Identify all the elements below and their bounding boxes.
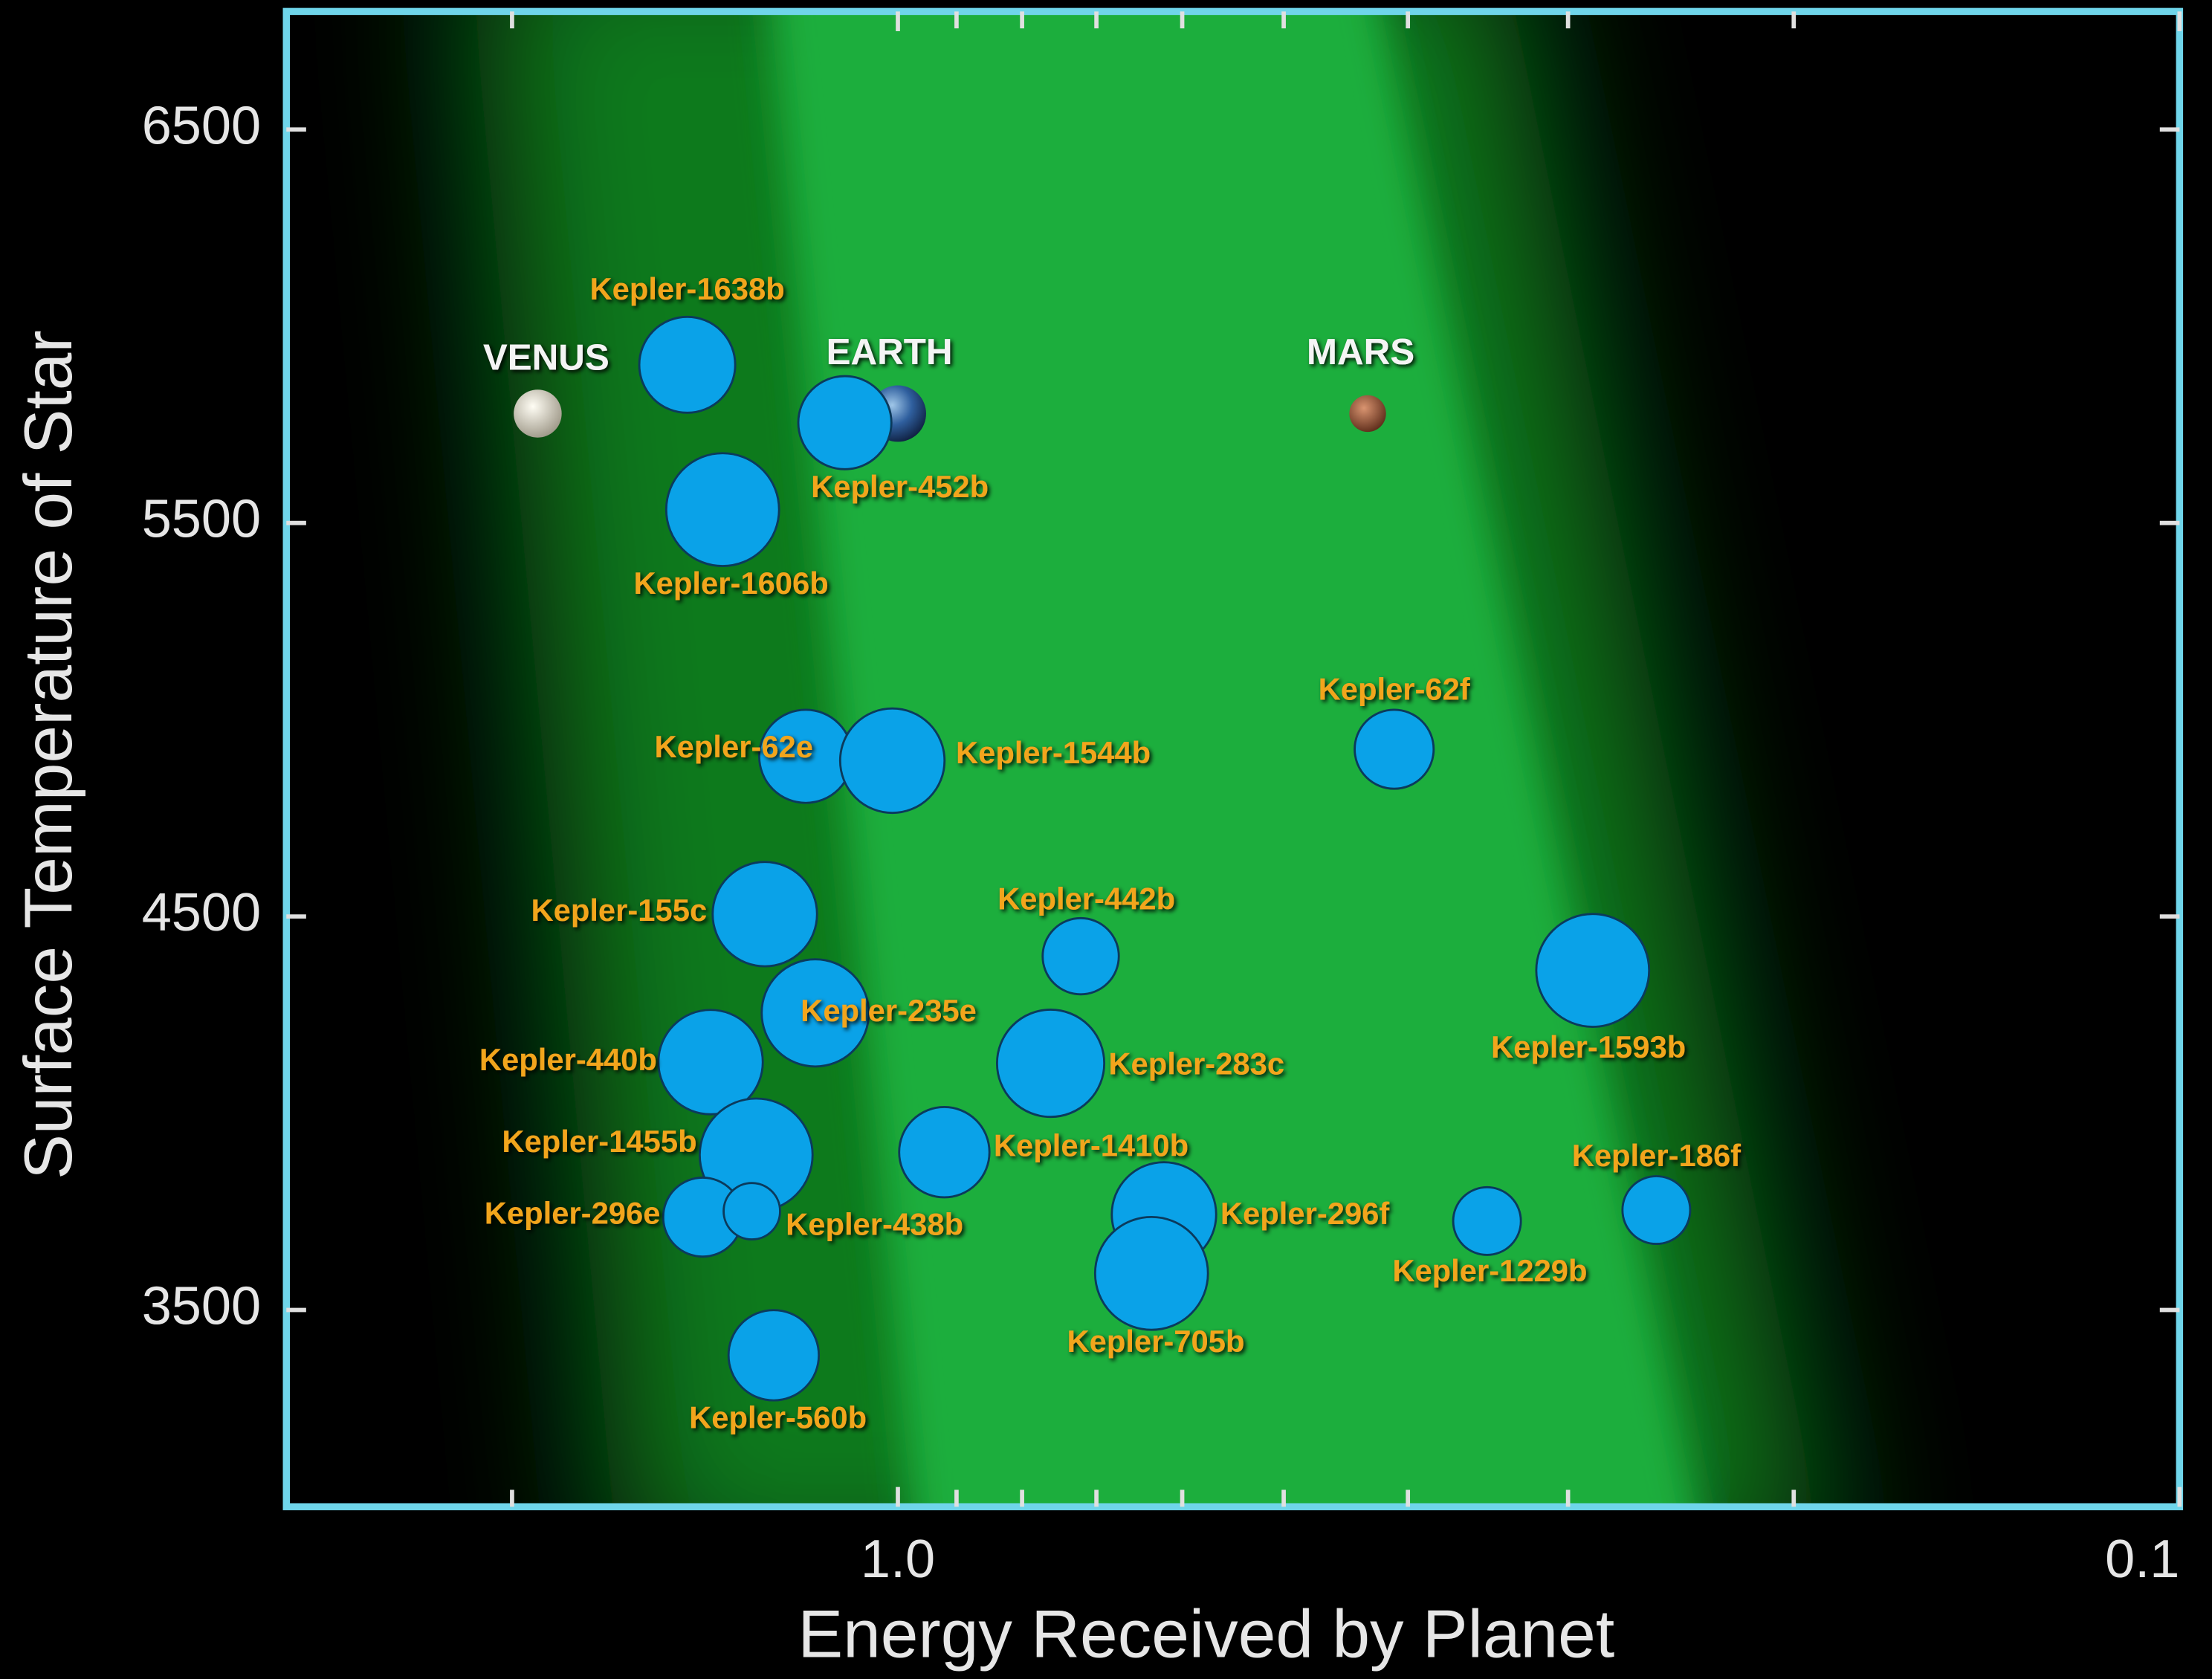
series — [638, 315, 1692, 1402]
planet-label: EARTH — [827, 331, 953, 372]
bubble-label: Kepler-1606b — [634, 566, 829, 601]
bubble — [1354, 708, 1435, 790]
x-tick-label: 1.0 — [861, 1530, 935, 1589]
bubble — [1452, 1185, 1522, 1256]
bubble-label: Kepler-186f — [1572, 1138, 1742, 1173]
bubble-label: Kepler-296e — [485, 1196, 661, 1231]
bubble-label: Kepler-438b — [786, 1207, 963, 1242]
bubble-label: Kepler-1593b — [1491, 1029, 1686, 1064]
bubble-label: Kepler-62f — [1319, 671, 1470, 706]
bubble-label: Kepler-442b — [997, 881, 1175, 916]
bubble — [1093, 1215, 1209, 1331]
bubble — [722, 1182, 781, 1241]
x-axis-title: Energy Received by Planet — [798, 1597, 1614, 1672]
bubble-label: Kepler-1410b — [994, 1128, 1189, 1163]
bubble-label: Kepler-296f — [1220, 1196, 1389, 1231]
bubble — [797, 375, 893, 470]
bubble-label: Kepler-1455b — [502, 1124, 696, 1159]
x-tick-label: 0.1 — [2105, 1530, 2179, 1589]
bubble — [664, 452, 780, 567]
y-axis-title: Surface Temperature of Star — [11, 330, 86, 1180]
bubble — [1621, 1175, 1692, 1246]
bubble — [638, 315, 737, 414]
bubble — [898, 1106, 991, 1199]
bubble — [1041, 916, 1120, 996]
labels: Kepler-1638b Kepler-452b Kepler-1606b Keple… — [479, 271, 1741, 1435]
bubble-label: Kepler-452b — [811, 469, 989, 504]
y-tick-label: 4500 — [142, 883, 261, 942]
bubble-label: Kepler-283c — [1108, 1046, 1284, 1081]
bubble-label: Kepler-62e — [655, 729, 814, 764]
bubble — [711, 861, 818, 968]
bubble-label: Kepler-235e — [801, 993, 977, 1028]
bubble-label: Kepler-440b — [479, 1042, 657, 1077]
planet-label: MARS — [1307, 331, 1414, 372]
habitable-zone — [474, 11, 1817, 1507]
bubble — [760, 958, 870, 1068]
y-tick-label: 5500 — [142, 490, 261, 549]
plot-frame — [282, 7, 2184, 1510]
bubble — [995, 1009, 1106, 1119]
zone-core — [771, 11, 1696, 1507]
bubble-label: Kepler-560b — [689, 1400, 867, 1435]
bubble-label: Kepler-155c — [531, 893, 707, 928]
bubble — [727, 1309, 821, 1402]
bubble-label: Kepler-1544b — [956, 735, 1151, 770]
planet — [514, 389, 562, 438]
bubble — [1535, 913, 1651, 1028]
bubble-label: Kepler-1638b — [589, 271, 784, 306]
bubble — [838, 707, 946, 815]
bubble — [657, 1009, 764, 1116]
bubble-label: Kepler-1229b — [1392, 1253, 1587, 1288]
y-tick-label: 6500 — [142, 96, 261, 155]
labels: VENUS EARTH MARS — [483, 331, 1414, 378]
y-tick-label: 3500 — [142, 1277, 261, 1336]
bubble-label: Kepler-705b — [1067, 1324, 1244, 1359]
planet — [1349, 395, 1386, 433]
planet-label: VENUS — [483, 337, 609, 378]
